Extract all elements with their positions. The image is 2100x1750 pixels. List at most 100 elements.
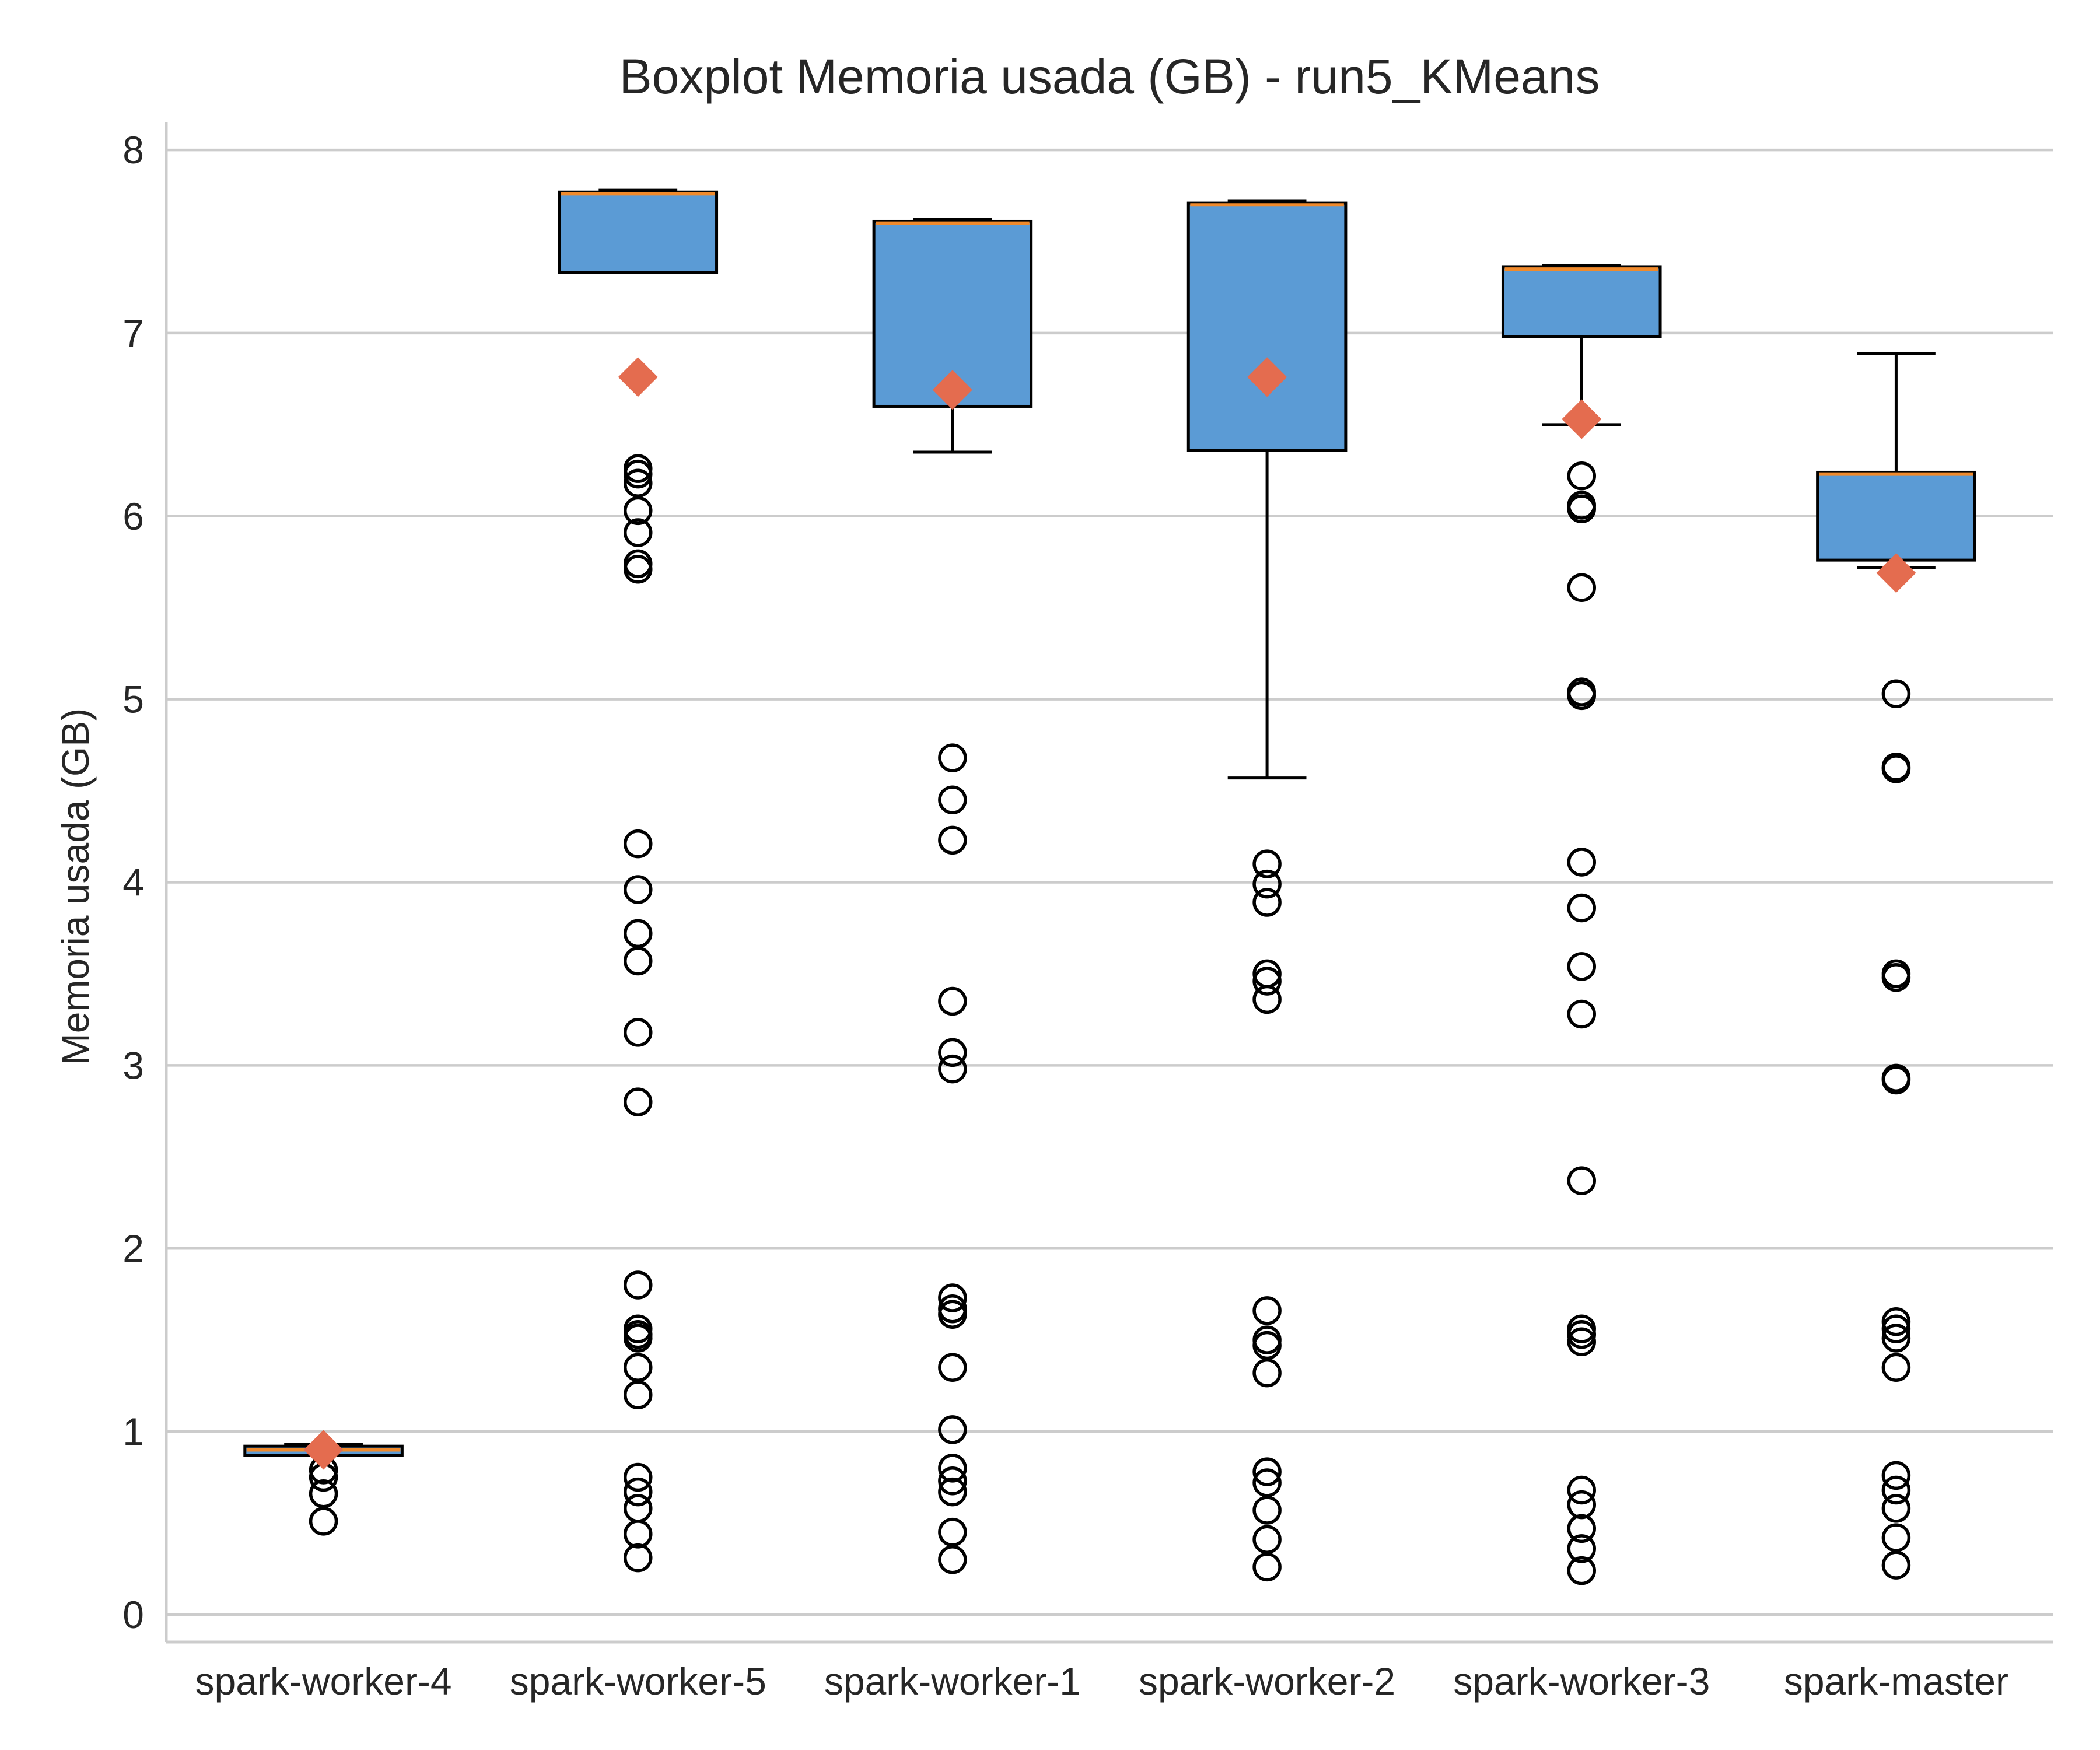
outlier-point — [938, 1054, 967, 1084]
y-tick-label: 8 — [123, 128, 144, 172]
x-tick-labels: spark-worker-4 spark-worker-5 spark-worker… — [195, 1660, 2008, 1703]
outlier-point — [938, 785, 967, 815]
outlier-point — [1252, 869, 1282, 899]
outlier-point — [624, 1270, 653, 1300]
outlier-point — [1567, 1475, 1596, 1505]
y-tick-label: 7 — [123, 312, 144, 355]
outlier-point — [624, 1520, 653, 1549]
outlier-point — [1567, 1320, 1596, 1349]
y-tick-label: 3 — [123, 1044, 144, 1087]
y-tick-label: 6 — [123, 495, 144, 538]
outlier-point — [1881, 1353, 1911, 1382]
outlier-point — [1567, 848, 1596, 877]
outlier-point — [624, 1324, 653, 1353]
outlier-point — [624, 1462, 653, 1492]
outlier-point — [624, 1543, 653, 1573]
outlier-point — [624, 1087, 653, 1116]
mean-marker — [303, 1430, 344, 1470]
y-tick-label: 5 — [123, 678, 144, 721]
outlier-point — [1252, 1358, 1282, 1388]
outlier-point — [938, 1283, 967, 1312]
outlier-point — [1252, 967, 1282, 996]
box-spark-master — [1816, 351, 1976, 1580]
outlier-point — [938, 825, 967, 855]
mean-marker — [1247, 357, 1287, 397]
outlier-point — [624, 875, 653, 904]
y-tick-label: 2 — [123, 1227, 144, 1270]
outlier-point — [624, 518, 653, 547]
y-tick-labels: 0 1 2 3 4 5 6 7 8 — [123, 128, 144, 1636]
outlier-point — [1567, 952, 1596, 981]
y-grid — [166, 148, 2053, 1616]
mean-marker — [1876, 553, 1916, 593]
outlier-point — [938, 1477, 967, 1507]
outlier-point — [309, 1507, 338, 1536]
chart-title: Boxplot Memoria usada (GB) - run5_KMeans — [620, 49, 1600, 104]
outlier-point — [1252, 888, 1282, 917]
outlier-point — [624, 946, 653, 976]
x-tick-label: spark-master — [1784, 1660, 2008, 1703]
outlier-point — [624, 468, 653, 498]
outlier-point — [1881, 1550, 1911, 1580]
outlier-point — [1252, 1331, 1282, 1360]
outlier-point — [1252, 1457, 1282, 1486]
outlier-point — [1567, 681, 1596, 710]
outlier-point — [1881, 1475, 1911, 1505]
outlier-point — [1567, 1556, 1596, 1586]
outlier-point — [1252, 1525, 1282, 1554]
mean-marker — [618, 357, 658, 397]
outlier-point — [1252, 985, 1282, 1014]
outlier-point — [1567, 1534, 1596, 1563]
outlier-point — [938, 1545, 967, 1574]
outlier-point — [938, 986, 967, 1016]
outlier-point — [624, 919, 653, 949]
x-tick-label: spark-worker-4 — [195, 1660, 452, 1703]
outlier-point — [1252, 1468, 1282, 1497]
x-tick-label: spark-worker-2 — [1139, 1660, 1395, 1703]
outlier-point — [1252, 1296, 1282, 1325]
outlier-point — [624, 1353, 653, 1382]
outlier-point — [1881, 963, 1911, 992]
outlier-point — [1567, 461, 1596, 491]
x-tick-label: spark-worker-1 — [824, 1660, 1081, 1703]
box-spark-worker-5 — [558, 188, 719, 1573]
outlier-point — [938, 1466, 967, 1496]
mean-marker — [932, 370, 972, 410]
outlier-point — [938, 1454, 967, 1483]
outlier-point — [1881, 1461, 1911, 1490]
outlier-point — [309, 1479, 338, 1508]
outlier-point — [1567, 1327, 1596, 1357]
box-spark-worker-3 — [1501, 264, 1662, 1586]
box-iqr — [1501, 265, 1662, 338]
outlier-point — [1881, 1065, 1911, 1095]
outlier-point — [1252, 849, 1282, 878]
mean-marker — [1562, 399, 1602, 439]
outlier-point — [938, 1415, 967, 1444]
outlier-point — [1881, 1494, 1911, 1523]
outlier-point — [624, 459, 653, 489]
outlier-point — [1881, 679, 1911, 708]
boxes-layer — [243, 188, 1976, 1586]
outlier-point — [1567, 1166, 1596, 1195]
outlier-point — [624, 1477, 653, 1507]
outlier-point — [1252, 1496, 1282, 1525]
outlier-point — [1881, 754, 1911, 783]
y-axis-label: Memoria usada (GB) — [54, 708, 97, 1066]
box-iqr — [1186, 201, 1348, 452]
outlier-point — [1567, 573, 1596, 602]
outlier-point — [1881, 1314, 1911, 1344]
y-tick-label: 4 — [123, 861, 144, 904]
outlier-point — [1567, 1490, 1596, 1520]
x-tick-label: spark-worker-3 — [1453, 1660, 1710, 1703]
outlier-point — [938, 1353, 967, 1382]
outlier-point — [624, 496, 653, 526]
outlier-point — [938, 1517, 967, 1547]
axes-spines — [164, 123, 2053, 1644]
outlier-point — [1567, 1514, 1596, 1544]
box-spark-worker-4 — [243, 1430, 404, 1536]
box-spark-worker-1 — [872, 218, 1033, 1574]
outlier-point — [1567, 893, 1596, 923]
box-spark-worker-2 — [1186, 200, 1348, 1582]
